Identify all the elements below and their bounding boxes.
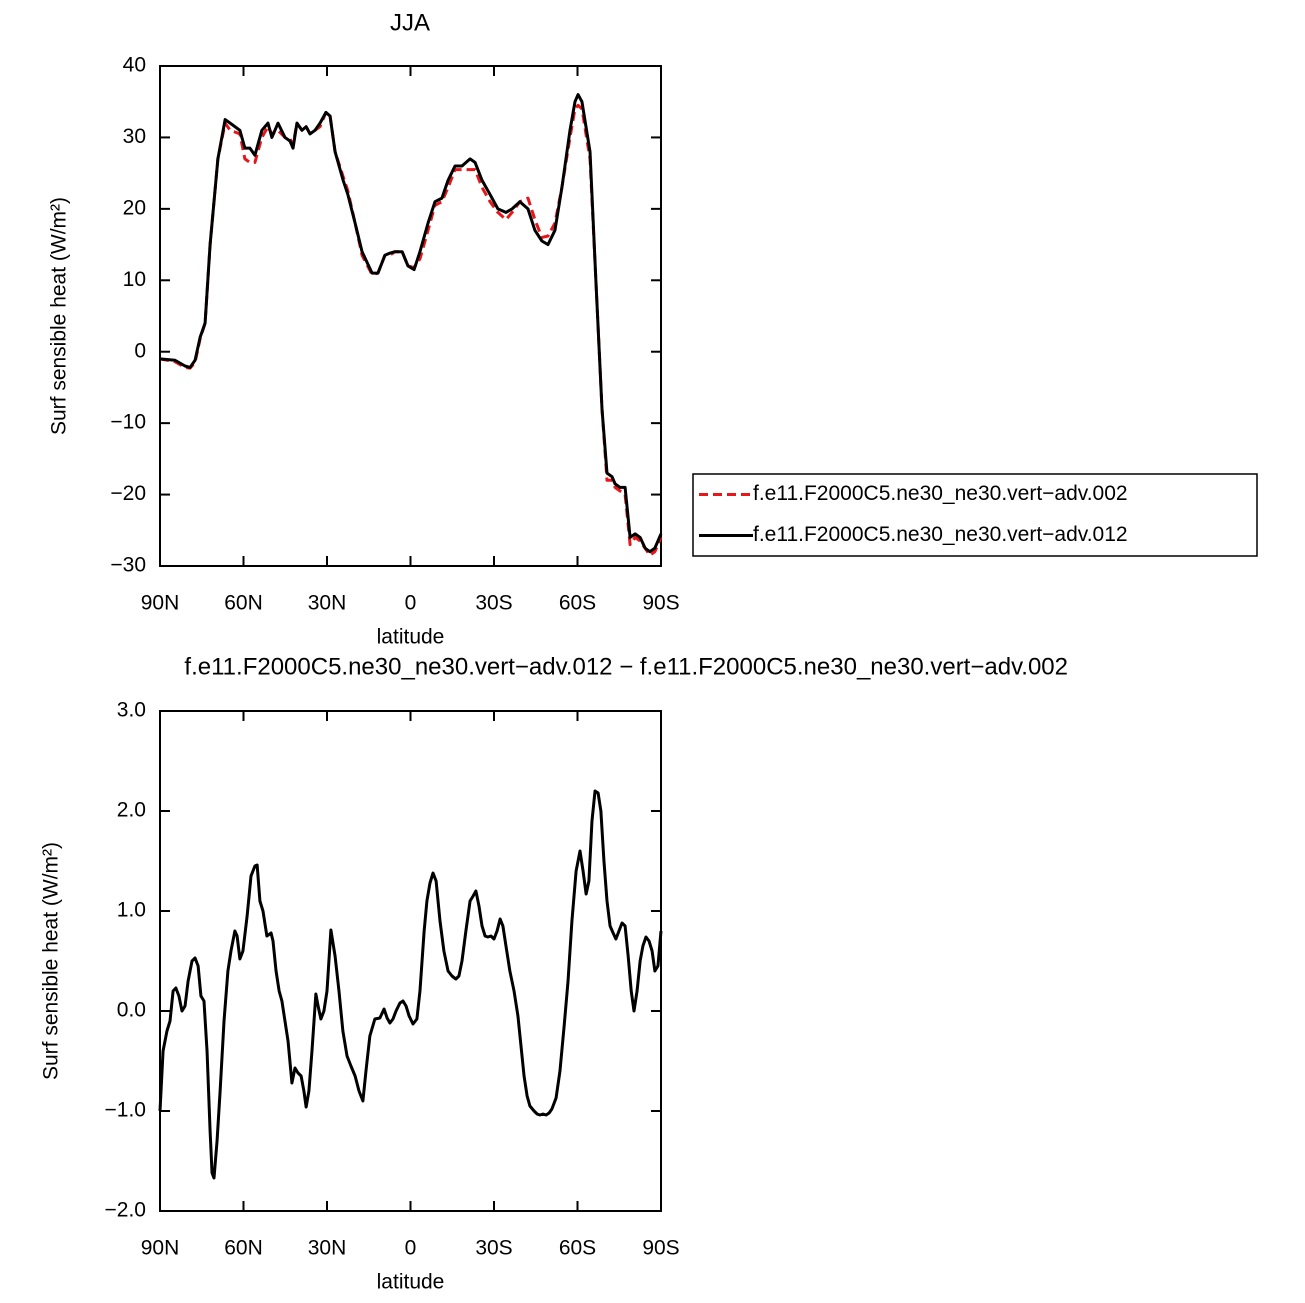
legend-box <box>692 473 1258 557</box>
x-tick-label: 30N <box>308 592 347 615</box>
series-line <box>159 93 663 554</box>
plot-frame <box>159 65 662 567</box>
chart-title: f.e11.F2000C5.ne30_ne30.vert−adv.012 − f… <box>184 653 1068 680</box>
y-tick-label: 1.0 <box>117 899 146 922</box>
x-tick-label: 0 <box>405 592 417 615</box>
y-tick-label: −20 <box>110 482 146 505</box>
chart-title: JJA <box>390 9 430 36</box>
y-tick-label: 0.0 <box>117 999 146 1022</box>
x-tick-label: 60S <box>559 592 596 615</box>
x-tick-label: 30S <box>475 1237 512 1260</box>
x-axis-label: latitude <box>377 1271 445 1294</box>
x-tick-label: 30N <box>308 1237 347 1260</box>
x-tick-label: 30S <box>475 592 512 615</box>
y-tick-label: 2.0 <box>117 799 146 822</box>
y-tick-label: 3.0 <box>117 699 146 722</box>
x-tick-label: 60S <box>559 1237 596 1260</box>
y-tick-label: 10 <box>123 268 146 291</box>
series-line <box>158 789 663 1180</box>
series-line <box>159 103 663 557</box>
y-axis-label: Surf sensible heat (W/m²) <box>40 842 63 1080</box>
y-tick-label: 40 <box>123 54 146 77</box>
y-tick-label: 30 <box>123 125 146 148</box>
y-tick-label: −30 <box>110 554 146 577</box>
x-tick-label: 60N <box>224 592 263 615</box>
plot-frame <box>159 710 662 1212</box>
y-tick-label: −1.0 <box>105 1099 146 1122</box>
y-tick-label: −2.0 <box>105 1199 146 1222</box>
y-tick-label: 0 <box>134 339 146 362</box>
x-tick-label: 90S <box>642 1237 679 1260</box>
x-tick-label: 60N <box>224 1237 263 1260</box>
x-tick-label: 90N <box>141 1237 180 1260</box>
legend-label: f.e11.F2000C5.ne30_ne30.vert−adv.012 <box>753 523 1128 546</box>
x-axis-label: latitude <box>377 626 445 649</box>
y-tick-label: 20 <box>123 196 146 219</box>
y-axis-label: Surf sensible heat (W/m²) <box>48 197 71 435</box>
legend-label: f.e11.F2000C5.ne30_ne30.vert−adv.002 <box>753 482 1128 505</box>
x-tick-label: 90S <box>642 592 679 615</box>
x-tick-label: 90N <box>141 592 180 615</box>
y-tick-label: −10 <box>110 411 146 434</box>
x-tick-label: 0 <box>405 1237 417 1260</box>
